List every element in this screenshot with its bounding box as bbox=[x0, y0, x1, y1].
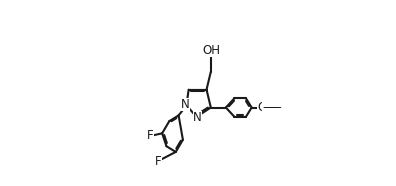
Text: N: N bbox=[193, 111, 202, 124]
Text: F: F bbox=[147, 129, 154, 142]
Text: O: O bbox=[257, 101, 266, 114]
Text: —: — bbox=[262, 101, 274, 114]
Text: —: — bbox=[266, 101, 278, 114]
Text: F: F bbox=[155, 155, 162, 168]
Text: —: — bbox=[270, 101, 281, 114]
Text: N: N bbox=[181, 98, 189, 111]
Text: OH: OH bbox=[202, 44, 221, 57]
